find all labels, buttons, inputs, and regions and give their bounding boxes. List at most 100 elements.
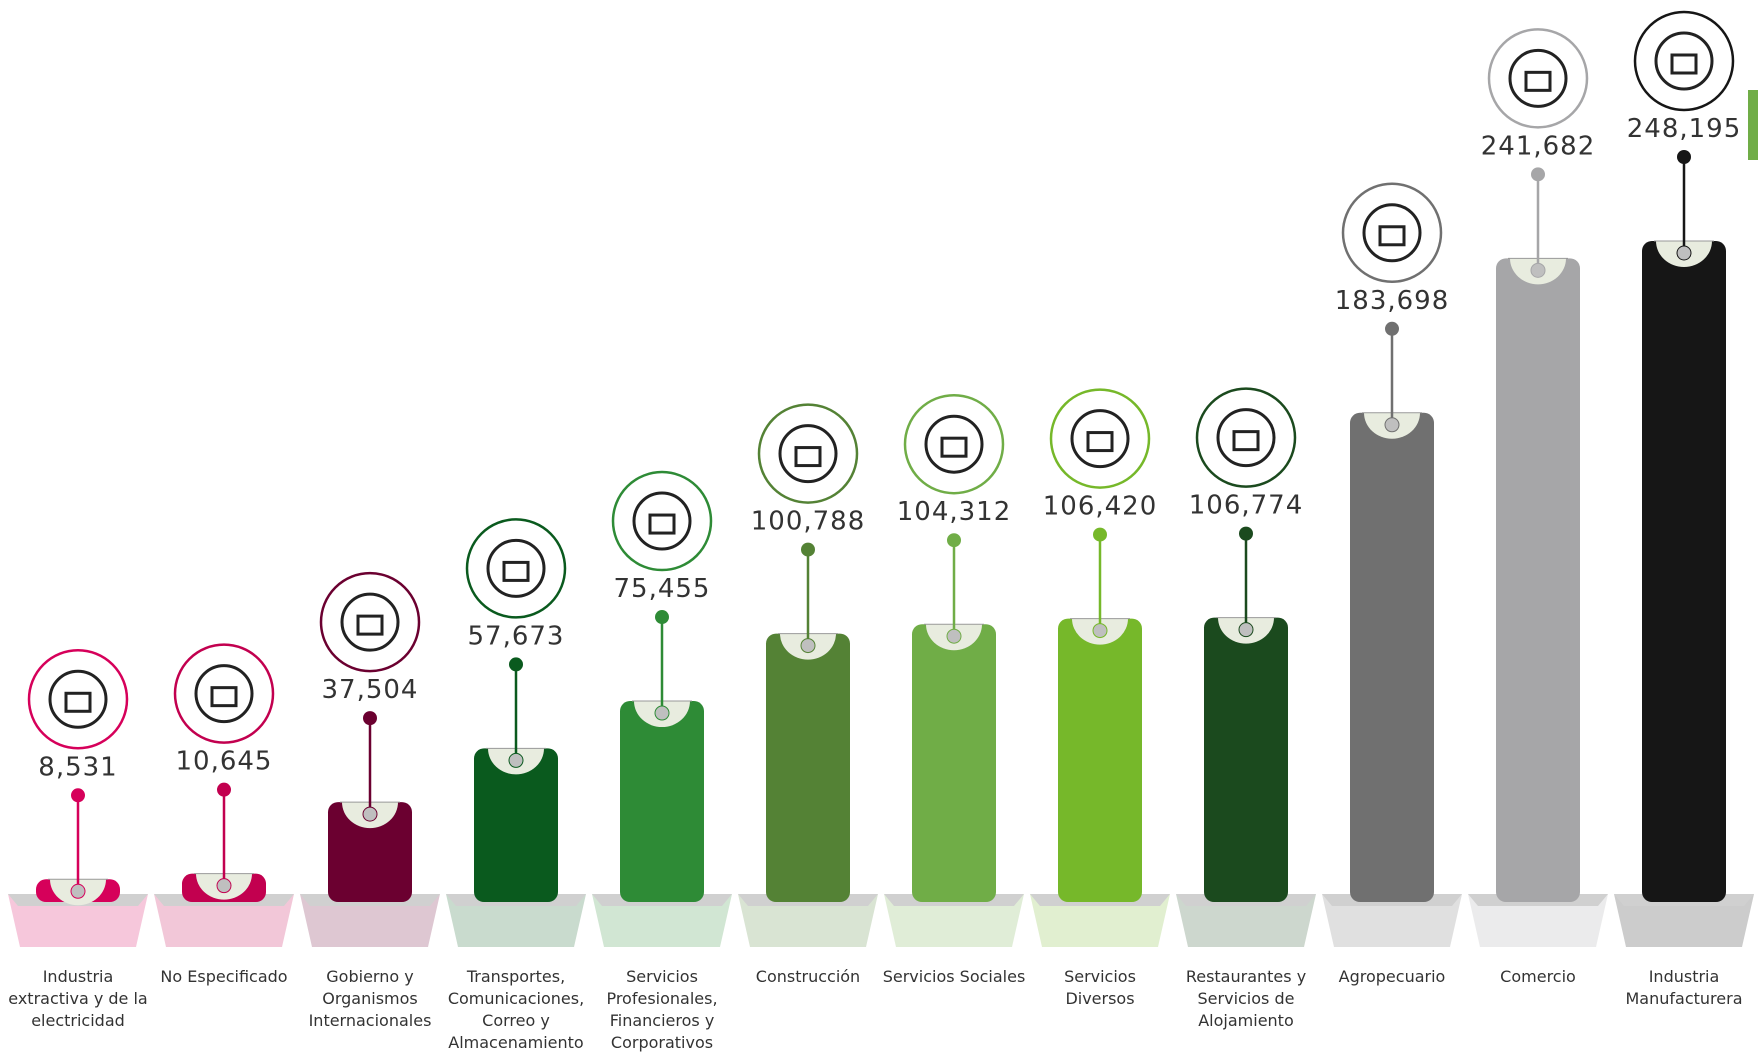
- stem-base: [1238, 622, 1254, 638]
- icon-inner: [486, 538, 546, 598]
- stem-dot: [217, 782, 231, 797]
- value-label: 241,682: [1481, 131, 1596, 161]
- platform: [1614, 894, 1754, 947]
- category-label: Agropecuario: [1338, 967, 1446, 986]
- icon-ring: [319, 571, 421, 673]
- icon-inner: [1070, 409, 1130, 469]
- icon-glyph: [1378, 225, 1406, 247]
- value-label: 183,698: [1335, 286, 1450, 316]
- bar: [1642, 241, 1726, 902]
- icon-ring: [173, 643, 275, 744]
- icon-inner: [632, 491, 692, 551]
- icon-ring: [1341, 182, 1443, 284]
- icon-inner: [194, 664, 254, 724]
- edge-tab: [1748, 90, 1758, 160]
- icon-inner: [778, 424, 838, 484]
- category-label: Gobierno y Organismos Internacionales: [308, 967, 432, 1030]
- value-label: 57,673: [468, 621, 565, 651]
- bar: [912, 624, 996, 902]
- platform: [446, 894, 586, 947]
- icon-inner: [1654, 31, 1714, 91]
- bar: [766, 633, 850, 902]
- stem-base: [1676, 245, 1692, 261]
- icon-ring: [465, 518, 567, 619]
- value-label: 100,788: [751, 507, 866, 537]
- icon-inner: [340, 592, 400, 652]
- value-label: 37,504: [322, 675, 419, 705]
- icon-ring: [1049, 388, 1151, 489]
- icon-glyph: [1524, 70, 1552, 92]
- category-label: Transportes, Comunicaciones, Correo y Al…: [447, 967, 585, 1052]
- platform: [884, 894, 1024, 947]
- stem-base: [946, 628, 962, 644]
- stem-dot: [801, 542, 815, 557]
- bar: [1204, 617, 1288, 902]
- stem-dot: [1531, 167, 1545, 182]
- category-label: Industria extractiva y de la electricida…: [8, 967, 148, 1030]
- stem-base: [508, 752, 524, 768]
- category-label: Comercio: [1500, 967, 1576, 986]
- icon-glyph: [210, 686, 238, 708]
- stem-dot: [71, 788, 85, 803]
- icon-glyph: [356, 614, 384, 636]
- icon-ring: [27, 649, 129, 750]
- platform: [154, 894, 294, 947]
- bar: [1058, 618, 1142, 902]
- icon-ring: [1633, 10, 1735, 112]
- icon-glyph: [1670, 53, 1698, 75]
- stem-dot: [655, 610, 669, 625]
- icon-inner: [1362, 203, 1422, 263]
- platform: [1030, 894, 1170, 947]
- stem-base: [216, 878, 232, 894]
- platform: [738, 894, 878, 947]
- bar: [620, 701, 704, 902]
- stem-dot: [1093, 527, 1107, 542]
- platform: [1176, 894, 1316, 947]
- value-label: 8,531: [38, 752, 117, 782]
- category-label: Restaurantes y Servicios de Alojamiento: [1185, 967, 1307, 1030]
- platform: [8, 894, 148, 947]
- stem-dot: [1239, 526, 1253, 541]
- icon-inner: [924, 414, 984, 474]
- stem-dot: [1677, 150, 1691, 164]
- icon-inner: [1508, 48, 1568, 108]
- category-label: Industria Manufacturera: [1625, 967, 1743, 1008]
- bar: [474, 748, 558, 902]
- icon-inner: [48, 669, 108, 729]
- icon-glyph: [64, 691, 92, 713]
- stem-base: [1530, 262, 1546, 278]
- stem-dot: [509, 657, 523, 672]
- value-label: 75,455: [614, 574, 711, 604]
- stem-dot: [947, 533, 961, 548]
- icon-inner: [1216, 408, 1276, 468]
- stem-base: [1384, 417, 1400, 433]
- platform: [592, 894, 732, 947]
- value-label: 10,645: [176, 747, 273, 777]
- icon-glyph: [502, 560, 530, 582]
- icon-glyph: [794, 446, 822, 468]
- stem-base: [800, 638, 816, 654]
- icon-ring: [903, 393, 1005, 495]
- value-label: 106,774: [1189, 491, 1304, 521]
- category-label: Construcción: [755, 967, 861, 986]
- stem-base: [654, 705, 670, 721]
- category-label: Servicios Sociales: [882, 967, 1026, 986]
- bar: [1350, 412, 1434, 902]
- icon-glyph: [1232, 430, 1260, 452]
- platform: [1322, 894, 1462, 947]
- icon-ring: [1195, 387, 1297, 488]
- stem-dot: [1385, 321, 1399, 336]
- icon-glyph: [648, 513, 676, 535]
- stem-dot: [363, 711, 377, 726]
- icon-ring: [1487, 28, 1589, 129]
- stem-base: [70, 883, 86, 899]
- bar: [328, 802, 412, 902]
- value-label: 106,420: [1043, 492, 1158, 522]
- platform: [300, 894, 440, 947]
- stem-base: [1092, 623, 1108, 639]
- bar: [1496, 258, 1580, 903]
- category-label: No Especificado: [160, 967, 288, 986]
- category-label: Servicios Diversos: [1064, 967, 1136, 1008]
- icon-glyph: [940, 436, 968, 458]
